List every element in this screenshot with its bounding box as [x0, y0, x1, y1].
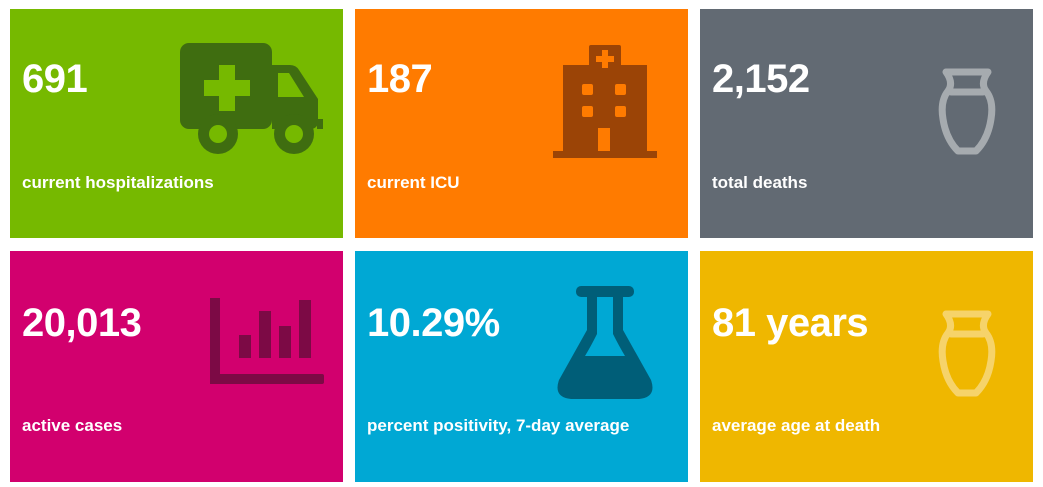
- stat-tile-active-cases: 20,013 active cases: [10, 251, 343, 482]
- urn-icon: [938, 310, 996, 397]
- stat-label: current ICU: [367, 173, 460, 192]
- stat-tile-positivity: 10.29% percent positivity, 7-day average: [355, 251, 688, 482]
- stat-value: 187: [367, 57, 433, 101]
- stat-tile-hospitalizations: 691 current hospitalizations: [10, 9, 343, 238]
- ambulance-icon: [180, 43, 323, 154]
- stat-label: active cases: [22, 416, 123, 435]
- stat-label: total deaths: [712, 173, 808, 192]
- stat-value: 691: [22, 57, 88, 101]
- stat-tile-age-at-death: 81 years average age at death: [700, 251, 1033, 482]
- stat-tile-deaths: 2,152 total deaths: [700, 9, 1033, 238]
- stat-label: percent positivity, 7-day average: [367, 416, 630, 435]
- urn-icon: [938, 68, 996, 155]
- stat-value: 2,152: [712, 57, 810, 101]
- stat-tile-icu: 187 current ICU: [355, 9, 688, 238]
- stat-label: current hospitalizations: [22, 173, 214, 192]
- flask-icon: [557, 286, 653, 399]
- stat-label: average age at death: [712, 416, 881, 435]
- stat-value: 10.29%: [367, 301, 500, 345]
- stat-value: 20,013: [22, 301, 142, 345]
- bar-chart-icon: [210, 298, 324, 384]
- hospital-icon: [553, 45, 657, 158]
- stat-value: 81 years: [712, 301, 869, 345]
